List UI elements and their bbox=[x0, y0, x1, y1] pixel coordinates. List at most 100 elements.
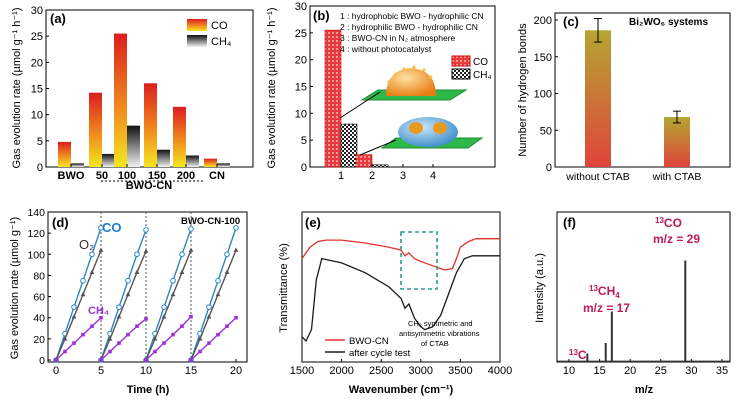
panel-b-schematic-1 bbox=[360, 65, 468, 101]
panel-d-label-co: CO bbox=[102, 220, 122, 235]
panel-b-schematic-2 bbox=[380, 117, 484, 149]
panel-d-xtick-label: 0 bbox=[53, 365, 59, 377]
panel-f-co-iso: 13 bbox=[655, 216, 664, 225]
panel-a-bar-ch4 bbox=[157, 149, 170, 167]
panel-d-point bbox=[188, 247, 194, 252]
panel-d-point bbox=[179, 269, 185, 275]
panel-d: (d) BWO-CN-100 Gas evolution rate (µmol … bbox=[9, 207, 248, 396]
panel-d-point bbox=[135, 324, 139, 328]
panel-d-point bbox=[71, 314, 77, 319]
panel-d-ytick-label: 40 bbox=[33, 313, 45, 325]
panel-d-ytick-label: 100 bbox=[27, 249, 45, 261]
panel-a-ytick-label: 10 bbox=[31, 110, 43, 122]
panel-a-bar-co bbox=[144, 83, 157, 167]
panel-a-xtick-label: CN bbox=[209, 170, 225, 182]
panel-a-legend-co-swatch bbox=[187, 19, 207, 31]
panel-f-co-name: CO bbox=[664, 216, 682, 230]
panel-a-ytick-label: 25 bbox=[31, 31, 43, 43]
svg-text:13CO: 13CO bbox=[655, 216, 682, 230]
panel-c-bar bbox=[585, 30, 611, 168]
panel-d-point bbox=[170, 291, 176, 297]
panel-b-bar-co bbox=[324, 29, 342, 168]
panel-d-line bbox=[190, 227, 237, 361]
panel-a-bar-ch4 bbox=[127, 125, 140, 167]
panel-e-legend-black: after cycle test bbox=[349, 348, 411, 359]
panel-d-point bbox=[233, 225, 239, 231]
panel-b: (b) Gas evolution rate (µmol g⁻¹ h⁻¹) 0 5… bbox=[266, 1, 496, 182]
panel-d-xlabel: Time (h) bbox=[127, 384, 170, 396]
panel-d-xtick-label: 5 bbox=[98, 365, 104, 377]
panel-e-label: (e) bbox=[305, 215, 321, 230]
panel-f-c-name: C bbox=[578, 348, 587, 362]
panel-c-ytick-label: 200 bbox=[534, 15, 552, 27]
panel-a-bar-ch4 bbox=[217, 163, 230, 167]
panel-e: (e) Transmittance (%) Wavenumber (cm⁻¹) … bbox=[278, 211, 512, 396]
panel-b-legend-co: CO bbox=[473, 57, 488, 68]
panel-e-frame bbox=[301, 211, 501, 363]
panel-f-co-mz: m/z = 29 bbox=[653, 232, 700, 246]
panel-d-point bbox=[99, 358, 103, 362]
panel-c-annotation: Bi₂WO₆ systems bbox=[629, 17, 708, 28]
panel-e-ylabel: Transmittance (%) bbox=[278, 243, 290, 332]
panel-b-ytick-label: 25 bbox=[295, 28, 307, 40]
panel-c-ytick-label: 50 bbox=[540, 125, 552, 137]
panel-a-xtick-label: 50 bbox=[96, 170, 108, 182]
panel-b-label: (b) bbox=[313, 8, 330, 23]
panel-c-bar bbox=[664, 117, 690, 167]
panel-c: (c) Bi₂WO₆ systems Number of hydrogen bo… bbox=[517, 12, 731, 183]
panel-d-ylabel: Gas evolution rate (µmol g⁻¹) bbox=[9, 217, 21, 359]
panel-d-label-o2: O₂ bbox=[79, 237, 94, 252]
panel-d-point bbox=[134, 269, 140, 275]
panel-d-point bbox=[180, 324, 184, 328]
panel-c-label: (c) bbox=[563, 14, 579, 29]
panel-f-c-iso: 13 bbox=[569, 348, 578, 357]
panel-b-ytick-label: 10 bbox=[295, 108, 307, 120]
panel-d-point bbox=[63, 349, 67, 354]
panel-d-point bbox=[170, 277, 176, 284]
panel-d-label-ch4: CH₄ bbox=[88, 305, 109, 317]
panel-d-point bbox=[234, 315, 238, 320]
panel-d-point bbox=[152, 336, 158, 341]
panel-f-peak-labels: 13CO m/z = 29 13CH4 m/z = 17 13C bbox=[569, 216, 700, 362]
panel-d-point bbox=[161, 304, 167, 310]
panel-d-line bbox=[55, 249, 102, 361]
panel-b-ytick-label: 15 bbox=[295, 82, 307, 94]
panel-d-point bbox=[161, 314, 167, 319]
panel-b-legend-ch4-swatch bbox=[451, 68, 471, 80]
panel-e-xtick-label: 2000 bbox=[329, 365, 353, 377]
panel-b-bar-ch4 bbox=[371, 164, 389, 168]
panel-a-label: (a) bbox=[50, 11, 66, 26]
panel-a-bar-ch4 bbox=[186, 155, 199, 167]
panel-f-label: (f) bbox=[563, 215, 576, 230]
panel-e-spectrum-line bbox=[301, 255, 500, 343]
panel-d-ytick-label: 0 bbox=[39, 355, 45, 367]
panel-d-point bbox=[143, 248, 149, 253]
panel-b-xtick-label: 1 bbox=[338, 170, 344, 182]
panel-d-point bbox=[225, 324, 229, 328]
panel-d-point bbox=[189, 314, 193, 319]
panel-c-ytick-label: 100 bbox=[534, 89, 552, 101]
panel-e-annotation-1: CH₂ symmetric and bbox=[408, 319, 473, 328]
panel-d-point bbox=[215, 291, 221, 297]
panel-e-xtick-label: 1500 bbox=[290, 365, 314, 377]
panel-f-xtick-label: 15 bbox=[593, 365, 605, 377]
panel-d-xtick-label: 15 bbox=[185, 365, 197, 377]
panel-a-bar-co bbox=[114, 33, 127, 167]
panel-d-point bbox=[125, 291, 131, 297]
panel-d-line bbox=[55, 227, 102, 361]
panel-d-point bbox=[144, 316, 148, 321]
panel-a-xtick-label: 150 bbox=[148, 170, 166, 182]
panel-d-point bbox=[116, 314, 122, 319]
panel-d-point bbox=[62, 336, 68, 341]
panel-f-xlabel: m/z bbox=[635, 384, 654, 396]
panel-f-ch4-mz: m/z = 17 bbox=[583, 301, 630, 315]
panel-d-point bbox=[162, 341, 166, 345]
panel-a-ytick-label: 20 bbox=[31, 57, 43, 69]
panel-d-line bbox=[145, 249, 192, 361]
panel-a-group-label: BWO-CN bbox=[126, 180, 172, 192]
panel-d-point bbox=[89, 269, 95, 275]
panel-d-point bbox=[80, 291, 86, 297]
panel-d-label: (d) bbox=[52, 215, 69, 230]
panel-a-bar-ch4 bbox=[71, 163, 84, 167]
